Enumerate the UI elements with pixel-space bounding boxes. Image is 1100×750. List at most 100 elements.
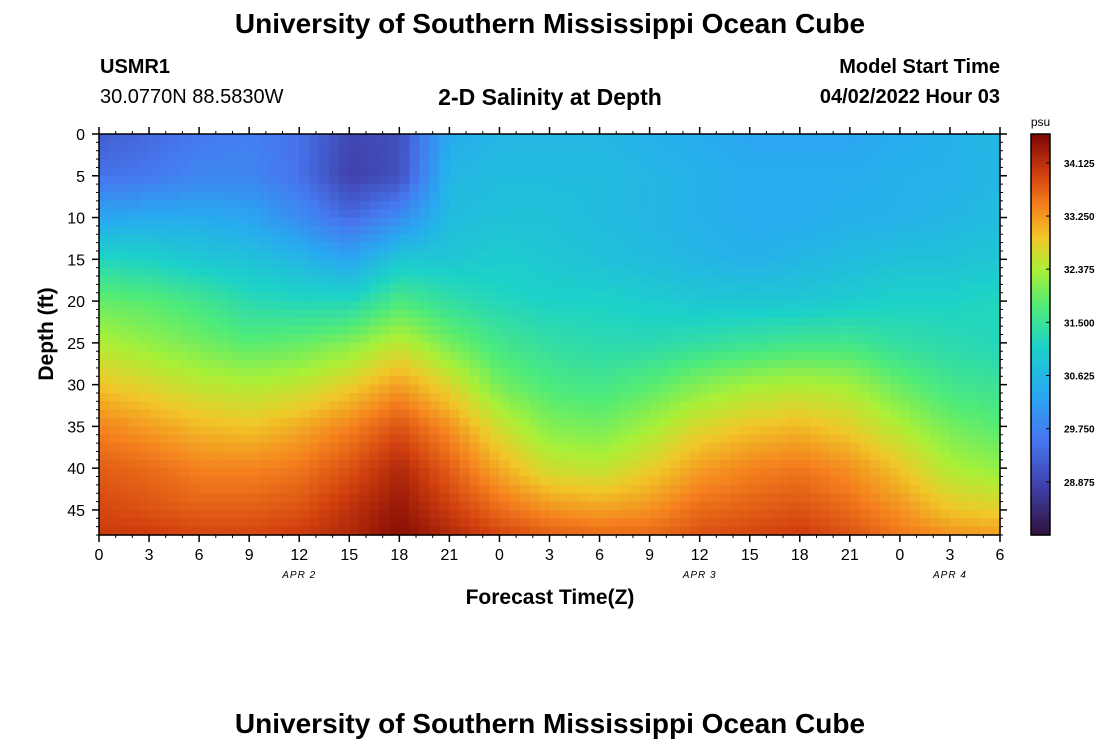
heatmap-cell (869, 484, 881, 494)
heatmap-cell (419, 200, 430, 210)
heatmap-cell (549, 451, 561, 461)
heatmap-cell (839, 409, 851, 419)
heatmap-cell (209, 217, 220, 227)
heatmap-cell (249, 367, 260, 377)
heatmap-cell (899, 476, 911, 486)
heatmap-cell (789, 401, 801, 411)
heatmap-cell (429, 359, 440, 369)
heatmap-cell (299, 167, 310, 177)
heatmap-cell (129, 217, 140, 227)
heatmap-cell (219, 292, 230, 302)
heatmap-cell (539, 451, 551, 461)
heatmap-cell (619, 476, 631, 486)
heatmap-cell (269, 326, 280, 336)
heatmap-cell (739, 175, 751, 185)
heatmap-cell (719, 434, 731, 444)
heatmap-cell (319, 367, 330, 377)
heatmap-cell (739, 351, 751, 361)
heatmap-cell (959, 518, 971, 528)
heatmap-cell (159, 509, 170, 519)
heatmap-cell (769, 317, 781, 327)
heatmap-cell (889, 434, 901, 444)
heatmap-cell (569, 376, 581, 386)
heatmap-cell (659, 518, 671, 528)
heatmap-cell (839, 451, 851, 461)
heatmap-cell (889, 159, 901, 169)
heatmap-cell (129, 526, 140, 536)
heatmap-cell (719, 526, 731, 536)
heatmap-cell (709, 468, 721, 478)
heatmap-cell (179, 342, 190, 352)
heatmap-cell (549, 309, 561, 319)
heatmap-cell (449, 418, 460, 427)
heatmap-cell (429, 159, 440, 169)
heatmap-cell (989, 359, 1001, 369)
heatmap-cell (419, 493, 430, 503)
heatmap-cell (749, 134, 761, 143)
heatmap-cell (539, 434, 551, 444)
heatmap-cell (109, 426, 120, 436)
x-tick-label: 9 (245, 547, 254, 564)
heatmap-cell (549, 401, 561, 411)
heatmap-cell (649, 200, 661, 210)
heatmap-cell (379, 476, 390, 486)
heatmap-cell (289, 501, 300, 511)
heatmap-cell (769, 167, 781, 177)
heatmap-cell (479, 217, 491, 227)
heatmap-cell (789, 334, 801, 344)
heatmap-cell (389, 434, 400, 444)
heatmap-cell (789, 259, 801, 269)
heatmap-cell (969, 292, 981, 302)
heatmap-cell (249, 334, 260, 344)
heatmap-cell (769, 150, 781, 160)
heatmap-cell (649, 484, 661, 494)
heatmap-cell (259, 392, 270, 402)
heatmap-cell (959, 351, 971, 361)
heatmap-cell (589, 409, 601, 419)
heatmap-cell (649, 476, 661, 486)
heatmap-cell (669, 426, 681, 436)
heatmap-cell (539, 301, 551, 311)
heatmap-cell (809, 342, 821, 352)
heatmap-cell (989, 392, 1001, 402)
heatmap-cell (879, 443, 891, 453)
colorbar-band (1031, 431, 1050, 436)
heatmap-cell (99, 317, 110, 327)
heatmap-cell (849, 242, 861, 252)
heatmap-cell (779, 309, 791, 319)
heatmap-cell (569, 484, 581, 494)
heatmap-cell (229, 175, 240, 185)
heatmap-cell (379, 334, 390, 344)
heatmap-cell (159, 317, 170, 327)
heatmap-cell (779, 459, 791, 469)
heatmap-cell (249, 326, 260, 336)
heatmap-cell (749, 301, 761, 311)
heatmap-cell (829, 392, 841, 402)
heatmap-cell (899, 484, 911, 494)
heatmap-cell (549, 209, 561, 219)
heatmap-cell (909, 175, 921, 185)
heatmap-cell (759, 242, 771, 252)
heatmap-cell (469, 443, 481, 453)
heatmap-cell (369, 484, 380, 494)
heatmap-cell (709, 434, 721, 444)
heatmap-cell (389, 509, 400, 519)
heatmap-cell (229, 142, 240, 152)
heatmap-cell (809, 284, 821, 294)
heatmap-cell (579, 426, 591, 436)
heatmap-cell (969, 267, 981, 277)
heatmap-cell (939, 501, 951, 511)
heatmap-cell (659, 384, 671, 394)
colorbar-band (1031, 498, 1050, 503)
heatmap-cell (229, 401, 240, 411)
heatmap-cell (309, 301, 320, 311)
heatmap-cell (479, 451, 491, 461)
heatmap-cell (359, 217, 370, 227)
heatmap-cell (899, 526, 911, 536)
heatmap-cell (269, 317, 280, 327)
heatmap-cell (139, 284, 150, 294)
heatmap-cell (789, 526, 801, 536)
heatmap-cell (799, 359, 811, 369)
heatmap-cell (479, 443, 491, 453)
heatmap-cell (669, 451, 681, 461)
